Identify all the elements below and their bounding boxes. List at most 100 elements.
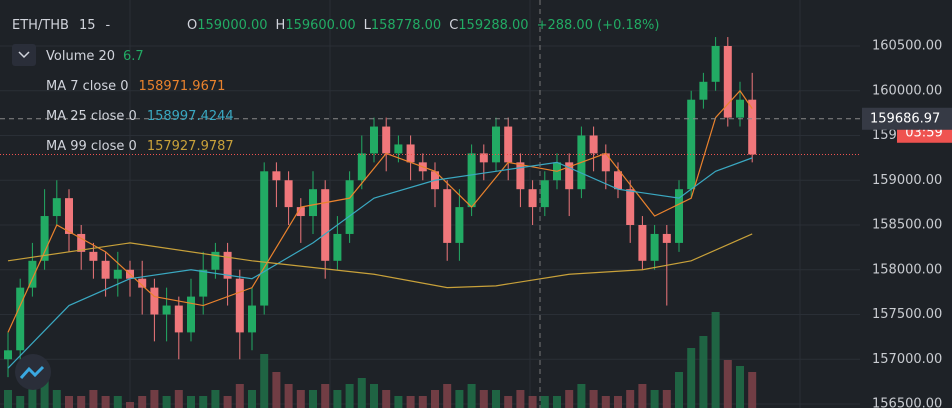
legend: ETH/THB 15- O159000.00 H159600.00 L158778.00… <box>12 18 659 390</box>
volume-bar <box>272 372 281 408</box>
volume-bar <box>284 384 293 408</box>
volume-bar <box>370 384 378 408</box>
volume-bar <box>174 390 183 408</box>
candle-layer <box>4 37 757 378</box>
candle-body <box>248 305 256 333</box>
volume-bar <box>711 312 720 408</box>
ma-line <box>7 89 753 333</box>
ma-line <box>7 157 753 369</box>
candle-body <box>589 135 598 154</box>
volume-bar <box>443 384 452 408</box>
candle-body <box>699 81 708 100</box>
volume-bar <box>382 390 391 408</box>
candle-body <box>77 233 86 252</box>
candle-body <box>309 189 317 217</box>
candle-body <box>89 251 98 261</box>
volume-value: 6.7 <box>123 49 144 64</box>
candle-body <box>113 269 122 279</box>
ma-legend: MA 99 close 0 157927.9787 <box>46 139 234 154</box>
ohlc-label: H <box>276 18 286 33</box>
volume-bar <box>321 384 330 408</box>
candle-body <box>748 99 757 155</box>
ohlc: O159000.00 H159600.00 L158778.00 C159288.00… <box>187 18 659 33</box>
volume-label: Volume 20 <box>46 49 115 64</box>
candle-body <box>40 216 49 261</box>
ma-line <box>7 233 753 289</box>
candle-body <box>540 180 549 208</box>
ma-value: 157927.9787 <box>147 139 234 154</box>
y-tick-label: 160500.00 <box>872 39 942 54</box>
volume-bar <box>687 348 696 408</box>
candle-body <box>467 153 476 208</box>
volume-bar <box>650 390 659 408</box>
y-tick-label: 158000.00 <box>872 262 942 277</box>
candle-body <box>662 233 671 243</box>
candle-body <box>16 287 25 351</box>
ohlc-label: C <box>449 18 458 33</box>
candle-body <box>65 198 73 234</box>
candle-body <box>28 260 37 288</box>
candle-body <box>370 126 378 154</box>
volume-bar <box>138 396 147 408</box>
y-tick-label: 157000.00 <box>872 352 942 367</box>
candle-body <box>565 162 574 190</box>
candle-body <box>382 126 391 154</box>
ohlc-value: 159600.00 <box>285 18 355 33</box>
change: +288.00 (+0.18%) <box>537 18 660 33</box>
candle-body <box>187 296 195 333</box>
volume-legend: Volume 20 6.7 <box>46 49 144 64</box>
volume-bar <box>77 396 86 408</box>
candle-body <box>211 251 220 270</box>
volume-bar <box>553 396 561 408</box>
menu: - <box>106 18 111 33</box>
volume-bar <box>626 390 635 408</box>
candle-body <box>626 189 635 225</box>
candle-body <box>492 126 500 163</box>
candle-body <box>138 278 147 288</box>
volume-bar <box>211 390 220 408</box>
symbol: ETH/THB 15- <box>12 18 111 33</box>
ma-value: 158971.9671 <box>139 79 226 94</box>
volume-bar <box>699 336 708 408</box>
candle-body <box>321 189 330 261</box>
volume-bar <box>504 396 513 408</box>
volume-bar <box>199 396 208 408</box>
volume-bar <box>406 396 415 408</box>
candle-body <box>675 189 683 243</box>
volume-bar <box>431 390 439 408</box>
candle-body <box>711 46 720 82</box>
candle-body <box>614 171 622 190</box>
candle-body <box>162 305 171 315</box>
volume-bar <box>614 396 622 408</box>
volume-bar <box>516 390 525 408</box>
candle-body <box>638 225 647 261</box>
ma-value: 158997.4244 <box>147 109 234 124</box>
ma-name: MA 7 close 0 <box>46 79 129 94</box>
volume-bar <box>492 390 500 408</box>
volume-bar <box>418 396 427 408</box>
volume-bar <box>638 384 647 408</box>
logo-mark <box>19 365 45 379</box>
volume-bar <box>748 372 757 408</box>
volume-bar <box>40 378 49 408</box>
volume-bar <box>223 396 232 408</box>
interval: 15 <box>79 18 96 33</box>
candle-body <box>516 162 525 190</box>
ma-name: MA 25 close 0 <box>46 109 137 124</box>
collapse-btn[interactable] <box>12 44 36 66</box>
ma-name: MA 99 close 0 <box>46 139 137 154</box>
volume-bar <box>455 390 464 408</box>
y-tick-label: 157500.00 <box>872 307 942 322</box>
volume-layer <box>4 312 757 408</box>
volume-bar <box>662 390 671 408</box>
volume-bar <box>589 390 598 408</box>
volume-bar <box>260 354 269 408</box>
volume-bar <box>528 396 537 408</box>
volume-bar <box>162 396 171 408</box>
volume-bar <box>89 390 98 408</box>
volume-bar <box>248 390 256 408</box>
